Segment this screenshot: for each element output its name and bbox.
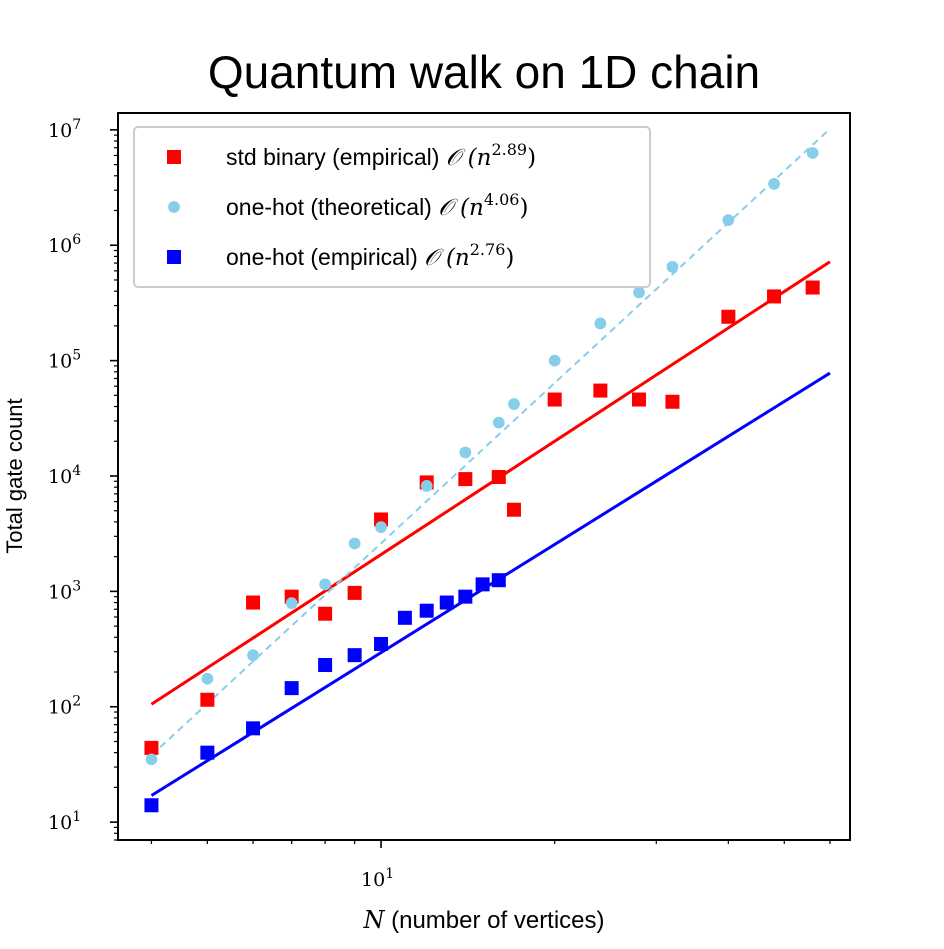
x-tick-label-0: 101 <box>361 866 394 891</box>
fit-line-series-1 <box>150 128 831 756</box>
point-series-1-13 <box>633 286 645 299</box>
point-series-0-4 <box>318 606 333 621</box>
plot-frame <box>117 112 851 841</box>
legend-marker-series-1 <box>168 201 180 213</box>
legend: std binary (empirical) 𝒪 (n2.89) one-hot … <box>133 126 651 288</box>
x-axis-label-var: N <box>362 906 385 934</box>
point-series-0-5 <box>347 585 362 600</box>
point-series-0-11 <box>547 392 562 407</box>
fit-lines <box>150 128 831 797</box>
y-tick-label-6: 107 <box>48 117 81 142</box>
axis-ticks: 101 102 103 104 105 106 107 101 <box>48 117 831 891</box>
point-series-0-9 <box>491 470 506 485</box>
point-series-2-4 <box>318 658 333 673</box>
point-series-1-16 <box>768 178 780 190</box>
legend-marker-series-0 <box>167 150 181 164</box>
legend-marker-series-2 <box>167 250 181 264</box>
y-tick-label-5: 106 <box>48 232 81 257</box>
point-series-0-12 <box>593 383 608 398</box>
point-series-0-17 <box>805 280 820 295</box>
point-series-1-2 <box>247 649 259 662</box>
point-series-2-2 <box>246 721 261 736</box>
point-series-1-1 <box>201 672 214 685</box>
point-series-0-2 <box>246 595 261 610</box>
point-series-2-7 <box>397 610 412 625</box>
legend-label-series-1: one-hot (theoretical) 𝒪 (n4.06) <box>226 190 528 221</box>
point-series-2-5 <box>347 648 362 663</box>
point-series-1-8 <box>459 446 472 459</box>
y-tick-label-3: 104 <box>48 463 81 488</box>
x-axis-label: N (number of vertices) <box>362 906 604 934</box>
point-series-1-17 <box>806 147 819 159</box>
point-series-2-1 <box>200 745 215 760</box>
point-series-2-8 <box>419 603 434 618</box>
x-axis-label-rest: (number of vertices) <box>384 907 604 934</box>
y-axis-label: Total gate count <box>2 398 27 553</box>
point-series-2-9 <box>439 595 454 610</box>
point-series-1-11 <box>548 354 561 367</box>
point-series-2-11 <box>475 577 490 592</box>
point-series-0-8 <box>458 472 473 487</box>
point-series-2-0 <box>144 798 159 813</box>
point-series-2-12 <box>491 573 506 588</box>
point-series-0-16 <box>767 289 782 304</box>
point-series-1-7 <box>420 480 433 492</box>
y-axis-label-group: Total gate count <box>2 398 27 553</box>
point-series-2-3 <box>284 681 299 696</box>
point-series-2-10 <box>458 589 473 604</box>
y-tick-label-0: 101 <box>48 809 81 834</box>
legend-box <box>133 126 651 288</box>
point-series-2-6 <box>374 636 389 651</box>
point-series-1-5 <box>348 537 361 550</box>
fit-line-series-2 <box>150 371 831 797</box>
point-series-0-14 <box>665 394 680 409</box>
y-tick-label-1: 102 <box>48 694 81 719</box>
chart-title: Quantum walk on 1D chain <box>208 46 760 98</box>
point-series-0-10 <box>506 502 521 517</box>
point-series-1-3 <box>285 597 298 610</box>
point-series-1-0 <box>145 753 158 766</box>
point-series-1-15 <box>722 214 735 227</box>
data-markers <box>144 147 820 813</box>
legend-label-series-2: one-hot (empirical) 𝒪 (n2.76) <box>226 240 514 271</box>
y-tick-label-2: 103 <box>48 578 81 603</box>
point-series-0-15 <box>721 309 736 324</box>
legend-label-series-0: std binary (empirical) 𝒪 (n2.89) <box>226 140 536 171</box>
point-series-0-13 <box>631 392 646 407</box>
point-series-1-9 <box>492 416 505 429</box>
point-series-0-1 <box>200 692 215 707</box>
point-series-0-0 <box>144 740 159 755</box>
fit-line-series-0 <box>150 260 831 706</box>
point-series-1-6 <box>375 521 387 534</box>
point-series-1-12 <box>594 317 607 330</box>
point-series-1-4 <box>319 578 332 591</box>
point-series-1-14 <box>666 260 679 273</box>
point-series-1-10 <box>508 398 520 410</box>
y-tick-label-4: 105 <box>48 348 81 373</box>
